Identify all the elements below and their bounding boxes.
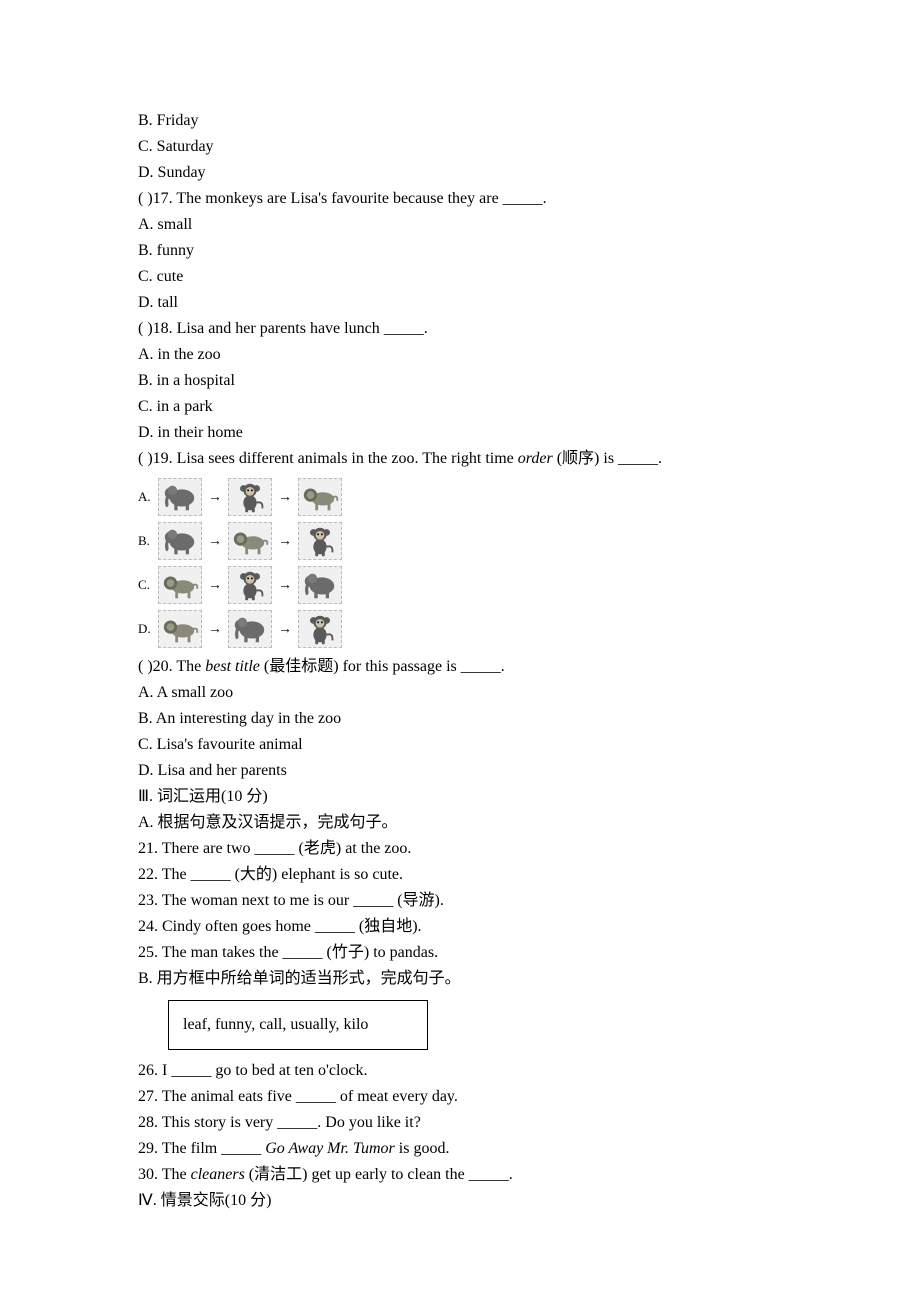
q17-option-a: A. small — [138, 212, 782, 238]
item-29: 29. The film _____ Go Away Mr. Tumor is … — [138, 1136, 782, 1162]
monkey-icon — [228, 478, 272, 516]
q19-option-letter: A. — [138, 487, 152, 507]
q19-stem: ( )19. Lisa sees different animals in th… — [138, 446, 782, 472]
q19-stem-pre: ( )19. Lisa sees different animals in th… — [138, 450, 518, 467]
q19-stem-italic: order — [518, 450, 553, 467]
q18-option-a: A. in the zoo — [138, 342, 782, 368]
item-29-italic: Go Away Mr. Tumor — [265, 1140, 395, 1157]
q16-option-b: B. Friday — [138, 108, 782, 134]
lion-icon — [158, 566, 202, 604]
item-21: 21. There are two _____ (老虎) at the zoo. — [138, 836, 782, 862]
q19-option-letter: C. — [138, 575, 152, 595]
q20-option-b: B. An interesting day in the zoo — [138, 706, 782, 732]
item-24: 24. Cindy often goes home _____ (独自地). — [138, 914, 782, 940]
item-30-italic: cleaners — [191, 1166, 245, 1183]
item-30-pre: 30. The — [138, 1166, 191, 1183]
lion-icon — [298, 478, 342, 516]
arrow-icon: → — [206, 619, 224, 640]
monkey-icon — [228, 566, 272, 604]
q18-stem: ( )18. Lisa and her parents have lunch _… — [138, 316, 782, 342]
q19-option-letter: B. — [138, 531, 152, 551]
arrow-icon: → — [206, 531, 224, 552]
section3-partb: B. 用方框中所给单词的适当形式，完成句子。 — [138, 966, 782, 992]
arrow-icon: → — [206, 575, 224, 596]
item-22: 22. The _____ (大的) elephant is so cute. — [138, 862, 782, 888]
item-30-post: (清洁工) get up early to clean the _____. — [245, 1166, 513, 1183]
q19-stem-post: (顺序) is _____. — [553, 450, 662, 467]
q18-option-d: D. in their home — [138, 420, 782, 446]
q19-option-row: D. → → — [138, 610, 782, 648]
item-26: 26. I _____ go to bed at ten o'clock. — [138, 1058, 782, 1084]
q20-stem: ( )20. The best title (最佳标题) for this pa… — [138, 654, 782, 680]
item-28: 28. This story is very _____. Do you lik… — [138, 1110, 782, 1136]
elephant-icon — [158, 478, 202, 516]
q19-option-letter: D. — [138, 619, 152, 639]
q18-option-b: B. in a hospital — [138, 368, 782, 394]
lion-icon — [158, 610, 202, 648]
q20-option-a: A. A small zoo — [138, 680, 782, 706]
item-25: 25. The man takes the _____ (竹子) to pand… — [138, 940, 782, 966]
q19-option-row: B. → → — [138, 522, 782, 560]
item-29-post: is good. — [395, 1140, 450, 1157]
arrow-icon: → — [276, 575, 294, 596]
q20-stem-pre: ( )20. The — [138, 658, 205, 675]
word-box: leaf, funny, call, usually, kilo — [168, 1000, 428, 1050]
monkey-icon — [298, 522, 342, 560]
section3-parta: A. 根据句意及汉语提示，完成句子。 — [138, 810, 782, 836]
item-30: 30. The cleaners (清洁工) get up early to c… — [138, 1162, 782, 1188]
q16-option-d: D. Sunday — [138, 160, 782, 186]
q20-stem-italic: best title — [205, 658, 260, 675]
arrow-icon: → — [276, 531, 294, 552]
monkey-icon — [298, 610, 342, 648]
worksheet-page: B. Friday C. Saturday D. Sunday ( )17. T… — [0, 0, 920, 1302]
q17-stem: ( )17. The monkeys are Lisa's favourite … — [138, 186, 782, 212]
q20-option-c: C. Lisa's favourite animal — [138, 732, 782, 758]
item-29-pre: 29. The film _____ — [138, 1140, 265, 1157]
elephant-icon — [298, 566, 342, 604]
arrow-icon: → — [276, 619, 294, 640]
q17-option-c: C. cute — [138, 264, 782, 290]
q19-option-row: C. → → — [138, 566, 782, 604]
item-23: 23. The woman next to me is our _____ (导… — [138, 888, 782, 914]
arrow-icon: → — [276, 487, 294, 508]
q16-option-c: C. Saturday — [138, 134, 782, 160]
section4-header: Ⅳ. 情景交际(10 分) — [138, 1188, 782, 1214]
q19-option-row: A. → → — [138, 478, 782, 516]
elephant-icon — [228, 610, 272, 648]
q19-image-options: A. → → B. → → C. → → D. → → — [138, 478, 782, 648]
q18-option-c: C. in a park — [138, 394, 782, 420]
section3-header: Ⅲ. 词汇运用(10 分) — [138, 784, 782, 810]
arrow-icon: → — [206, 487, 224, 508]
lion-icon — [228, 522, 272, 560]
q17-option-b: B. funny — [138, 238, 782, 264]
q20-stem-post: (最佳标题) for this passage is _____. — [260, 658, 505, 675]
q17-option-d: D. tall — [138, 290, 782, 316]
item-27: 27. The animal eats five _____ of meat e… — [138, 1084, 782, 1110]
elephant-icon — [158, 522, 202, 560]
q20-option-d: D. Lisa and her parents — [138, 758, 782, 784]
word-box-text: leaf, funny, call, usually, kilo — [183, 1016, 368, 1033]
